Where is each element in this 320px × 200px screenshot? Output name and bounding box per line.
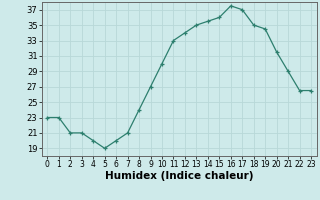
- X-axis label: Humidex (Indice chaleur): Humidex (Indice chaleur): [105, 171, 253, 181]
